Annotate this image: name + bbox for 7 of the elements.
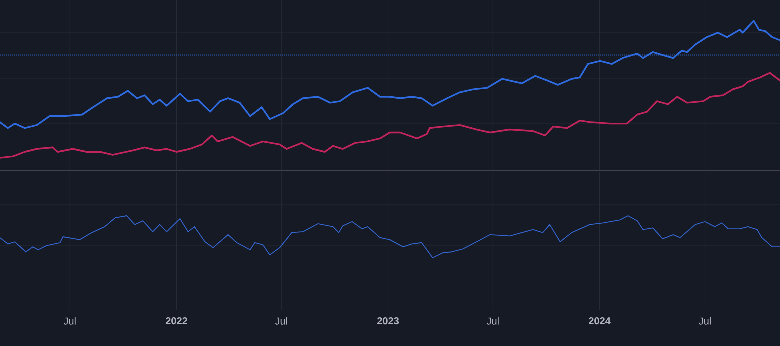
x-tick-label: Jul <box>64 318 76 325</box>
x-tick-label: Jul <box>486 318 499 325</box>
x-tick-label: 2024 <box>589 318 611 325</box>
x-tick-label: 2023 <box>377 318 400 325</box>
x-tick-label: Jul <box>275 318 288 325</box>
x-tick-label: Jul <box>699 318 711 325</box>
x-tick-label: 2022 <box>166 318 188 325</box>
